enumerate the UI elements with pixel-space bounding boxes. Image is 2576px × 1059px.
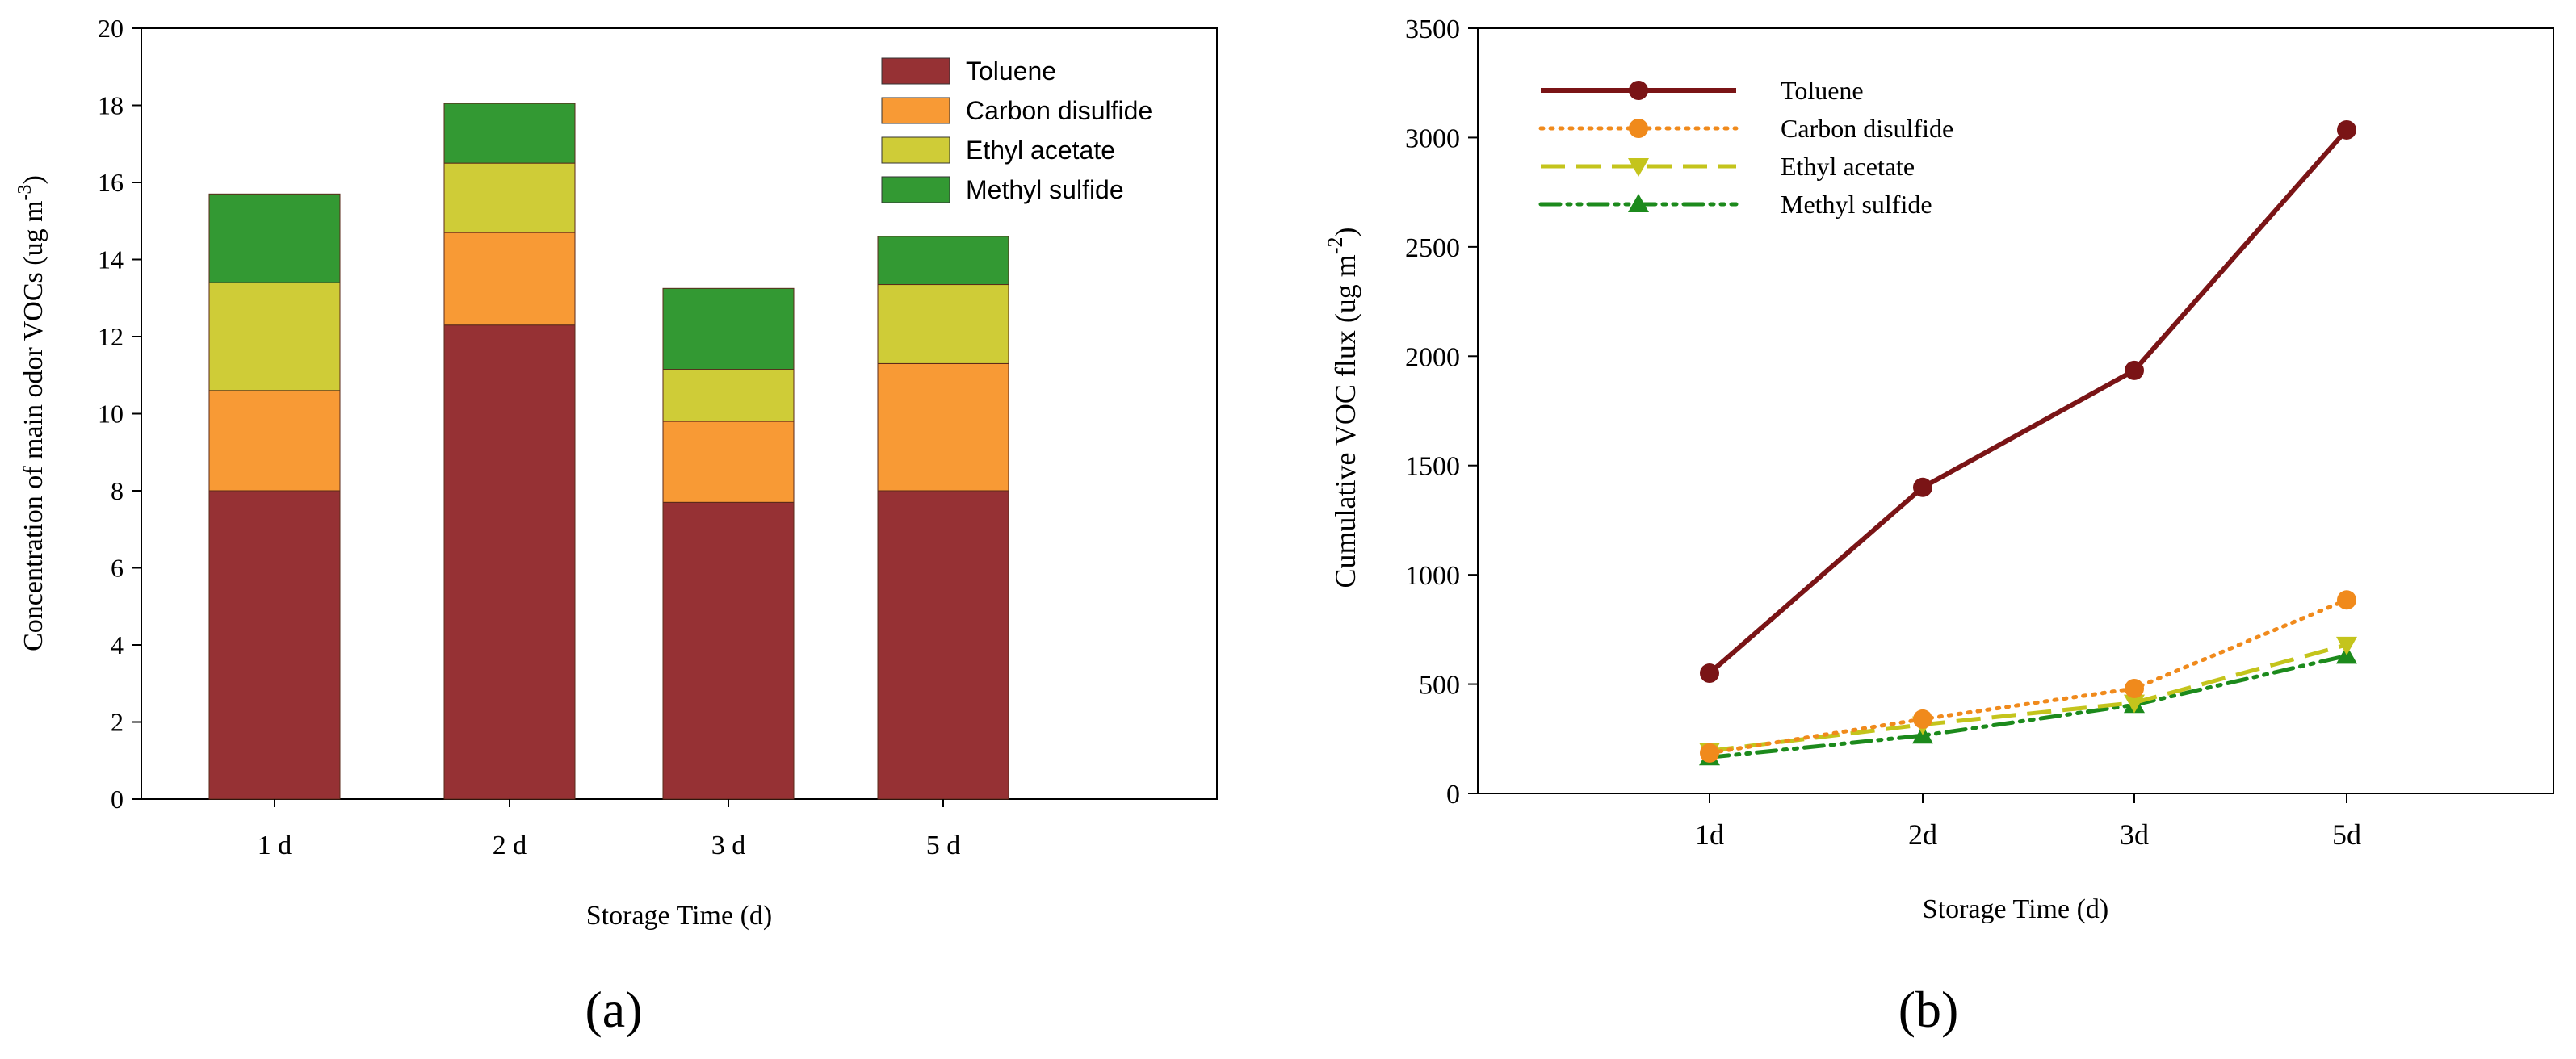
y-tick-label-b: 2500 (1405, 233, 1460, 263)
legend-a: Toluene Carbon disulfide Ethyl acetate Meth… (881, 57, 1152, 204)
legend-swatch-a-toluene (881, 57, 950, 85)
bar-ethyl-acetate-5-d (877, 284, 1009, 364)
bar-ethyl-acetate-3-d (662, 369, 795, 422)
y-axis-title-a-close: ) (19, 175, 48, 184)
point-ethyl-acetate-5d (2336, 636, 2357, 655)
bar-toluene-5-d (877, 490, 1009, 800)
y-axis-a: 0 2 4 6 8 10 12 14 16 18 20 (98, 14, 141, 814)
legend-label-b-methyl-sulfide: Methyl sulfide (1781, 190, 1932, 219)
y-tick-label-b: 2000 (1405, 342, 1460, 372)
series-line-methyl-sulfide (1707, 653, 2349, 760)
legend-label-b-toluene: Toluene (1781, 76, 1864, 105)
bar-toluene-1-d (208, 490, 341, 800)
y-axis-title-a: Concentration of main odor VOCs (ug m-3) (15, 175, 48, 651)
legend-label-a-ethyl-acetate: Ethyl acetate (966, 136, 1115, 165)
legend-label-a-toluene: Toluene (966, 57, 1056, 86)
x-axis-a: 1 d 2 d 3 d 5 d (258, 799, 961, 860)
bar-methyl-sulfide-3-d (662, 287, 795, 370)
y-tick-label-b: 1000 (1405, 561, 1460, 591)
bar-carbon-disulfide-1-d (208, 390, 341, 492)
y-tick-label-a: 20 (98, 14, 124, 43)
x-tick-label-b: 2d (1908, 818, 1937, 851)
bar-ethyl-acetate-2-d (443, 162, 576, 233)
bar-methyl-sulfide-1-d (208, 193, 341, 283)
y-tick-label-a: 4 (111, 630, 124, 659)
point-ethyl-acetate-3d (2124, 694, 2145, 714)
legend-label-a-carbon-disulfide: Carbon disulfide (966, 96, 1152, 125)
bar-toluene-3-d (662, 501, 795, 800)
x-tick-label-a: 2 d (493, 831, 527, 860)
bar-methyl-sulfide-5-d (877, 236, 1009, 286)
y-tick-label-a: 6 (111, 554, 124, 583)
y-axis-title-a-main: Concentration of main odor VOCs (ug m (19, 200, 48, 651)
y-tick-label-b: 0 (1446, 780, 1460, 810)
legend-marker-b-ethyl-acetate (1628, 158, 1649, 177)
y-axis-title-b-main: Cumulative VOC flux (ug m (1329, 254, 1361, 588)
bars-a (208, 103, 1009, 800)
y-tick-label-a: 12 (98, 322, 124, 351)
panel-label-b: (b) (1898, 981, 1959, 1038)
series-line-toluene (1708, 128, 2349, 676)
point-toluene-5d (2337, 119, 2356, 140)
legend-swatch-a-methyl-sulfide (881, 176, 950, 203)
y-tick-label-b: 500 (1419, 671, 1460, 701)
series-line-carbon-disulfide (1707, 597, 2349, 756)
series-lines-b (1699, 119, 2357, 766)
y-tick-label-a: 14 (98, 245, 124, 274)
y-tick-label-a: 2 (111, 708, 124, 737)
legend-marker-b-carbon-disulfide (1629, 119, 1648, 138)
x-tick-label-a: 1 d (258, 831, 292, 860)
point-toluene-3d (2125, 360, 2144, 380)
legend-swatch-a-carbon-disulfide (881, 97, 950, 124)
x-axis-title-b: Storage Time (d) (1923, 894, 2108, 924)
y-tick-label-a: 10 (98, 400, 124, 429)
y-tick-label-a: 8 (111, 476, 124, 505)
stacked-bar-chart: 0 2 4 6 8 10 12 14 16 18 20 1 d 2 d 3 d 5 d Storage T… (15, 14, 1218, 1038)
legend-b: Toluene Carbon disulfide Ethyl acetate Meth… (1538, 76, 1953, 219)
point-toluene-2d (1913, 477, 1932, 497)
bar-carbon-disulfide-3-d (662, 421, 795, 503)
bar-carbon-disulfide-5-d (877, 362, 1009, 492)
y-tick-label-a: 18 (98, 91, 124, 120)
point-toluene-1d (1700, 663, 1719, 684)
point-carbon-disulfide-2d (1913, 709, 1932, 729)
y-axis-title-b-sup: -2 (1324, 237, 1347, 255)
y-tick-label-b: 1500 (1405, 452, 1460, 482)
y-axis-title-b: Cumulative VOC flux (ug m-2) (1324, 228, 1361, 588)
legend-marker-b-methyl-sulfide (1628, 194, 1649, 212)
y-tick-label-a: 16 (98, 168, 124, 197)
y-tick-label-b: 3500 (1405, 15, 1460, 44)
x-axis-title-a: Storage Time (d) (586, 901, 772, 931)
x-tick-label-a: 5 d (926, 831, 961, 860)
legend-label-b-carbon-disulfide: Carbon disulfide (1781, 114, 1953, 143)
bar-toluene-2-d (443, 324, 576, 800)
y-axis-b: 0 500 1000 1500 2000 2500 3000 3500 (1405, 15, 1478, 810)
legend-swatch-a-ethyl-acetate (881, 136, 950, 164)
y-tick-label-b: 3000 (1405, 123, 1460, 153)
panel-label-a: (a) (585, 981, 642, 1038)
y-tick-label-a: 0 (111, 785, 124, 814)
point-carbon-disulfide-5d (2337, 590, 2356, 610)
x-tick-label-b: 1d (1695, 818, 1724, 851)
x-tick-label-b: 5d (2332, 818, 2361, 851)
bar-carbon-disulfide-2-d (443, 232, 576, 326)
bar-ethyl-acetate-1-d (208, 282, 341, 391)
bar-methyl-sulfide-2-d (443, 103, 576, 164)
point-carbon-disulfide-3d (2125, 678, 2144, 698)
line-chart: 0 500 1000 1500 2000 2500 3000 3500 1d 2d 3d 5d St… (1324, 15, 2554, 1038)
plot-frame-b (1477, 27, 2554, 794)
legend-label-b-ethyl-acetate: Ethyl acetate (1781, 152, 1915, 181)
x-tick-label-b: 3d (2120, 818, 2149, 851)
y-axis-title-b-close: ) (1329, 228, 1361, 237)
point-carbon-disulfide-1d (1700, 743, 1719, 763)
legend-marker-b-toluene (1629, 81, 1648, 100)
y-axis-title-a-sup: -3 (15, 184, 36, 200)
x-tick-label-a: 3 d (711, 831, 746, 860)
legend-label-a-methyl-sulfide: Methyl sulfide (966, 175, 1124, 204)
x-axis-b: 1d 2d 3d 5d (1695, 793, 2361, 851)
